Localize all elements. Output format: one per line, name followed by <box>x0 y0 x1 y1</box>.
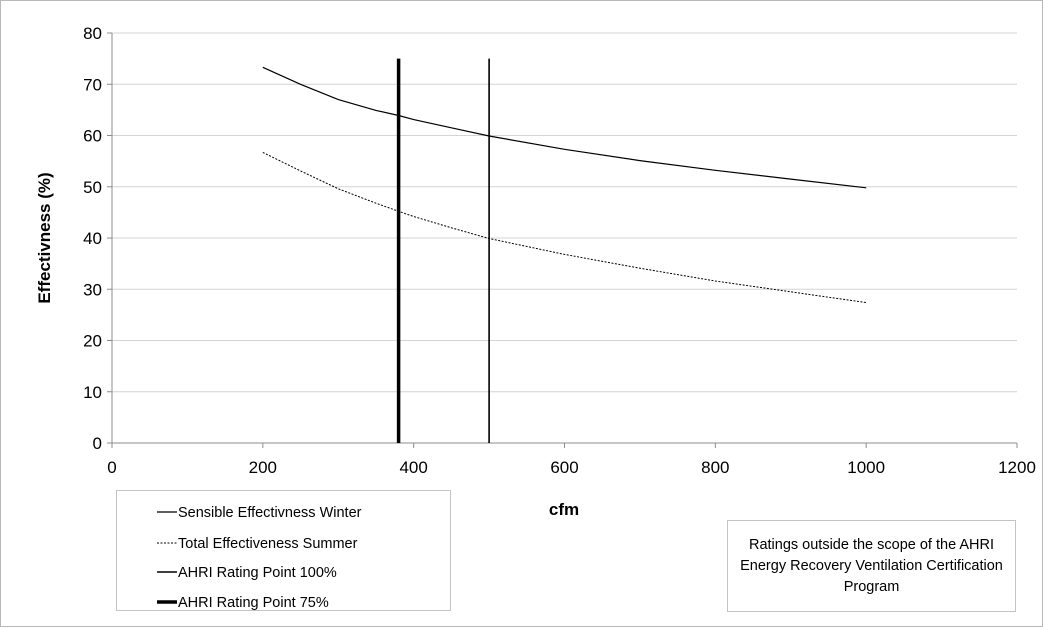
y-tick-label: 0 <box>93 434 102 453</box>
legend-label-rating-75: AHRI Rating Point 75% <box>178 595 329 611</box>
y-tick-label: 50 <box>83 178 102 197</box>
y-axis-title: Effectivness (%) <box>35 172 54 303</box>
x-tick-label: 800 <box>701 458 729 477</box>
y-tick-label: 40 <box>83 229 102 248</box>
x-axis-title: cfm <box>549 500 579 519</box>
y-tick-label: 10 <box>83 383 102 402</box>
scope-note-text: Ratings outside the scope of the AHRI En… <box>740 536 1003 595</box>
series-line-2 <box>262 151 867 304</box>
legend-item-total-summer: Total Effectiveness Summer <box>157 536 358 552</box>
series-lines <box>262 58 867 443</box>
y-tick-label: 70 <box>83 75 102 94</box>
legend-item-sensible-winter: Sensible Effectivness Winter <box>157 505 362 521</box>
legend-label-rating-100: AHRI Rating Point 100% <box>178 565 337 581</box>
x-tick-label: 1200 <box>998 458 1036 477</box>
x-tick-label: 200 <box>249 458 277 477</box>
y-tick-label: 30 <box>83 280 102 299</box>
x-tick-label: 400 <box>399 458 427 477</box>
y-tick-label: 60 <box>83 127 102 146</box>
axes <box>107 32 1018 448</box>
legend: Sensible Effectivness Winter Total Effec… <box>116 490 451 611</box>
y-tick-label: 20 <box>83 332 102 351</box>
x-tick-label: 600 <box>550 458 578 477</box>
legend-entries: Sensible Effectivness Winter Total Effec… <box>157 505 362 611</box>
y-tick-label: 80 <box>83 24 102 43</box>
x-tick-label: 0 <box>107 458 116 477</box>
series-line-1 <box>262 66 867 189</box>
legend-item-rating-75: AHRI Rating Point 75% <box>157 595 329 611</box>
legend-label-sensible-winter: Sensible Effectivness Winter <box>178 505 362 521</box>
scope-note: Ratings outside the scope of the AHRI En… <box>727 520 1016 612</box>
x-tick-label: 1000 <box>847 458 885 477</box>
legend-label-total-summer: Total Effectiveness Summer <box>178 536 358 552</box>
legend-item-rating-100: AHRI Rating Point 100% <box>157 565 337 581</box>
gridlines <box>112 32 1017 393</box>
